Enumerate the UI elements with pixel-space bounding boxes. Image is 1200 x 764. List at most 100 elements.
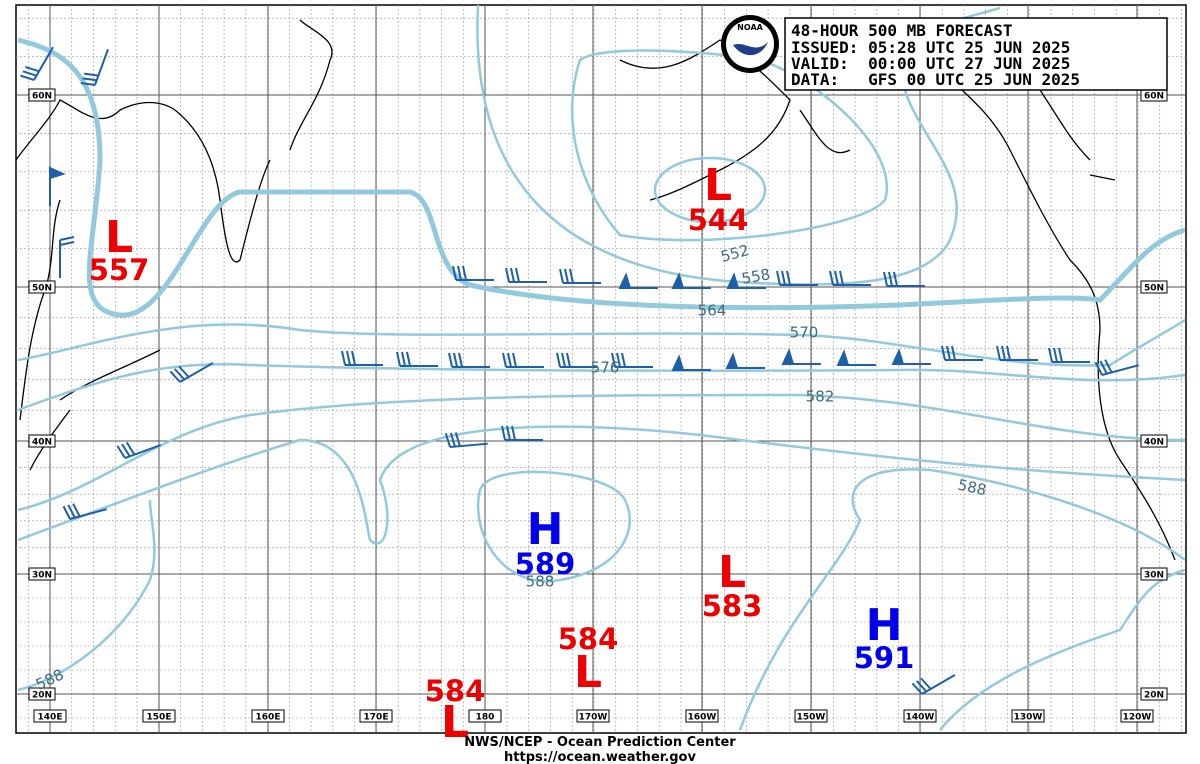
barb-flag (49, 166, 66, 180)
barb-feather (946, 345, 951, 361)
geo-label: 160W (688, 713, 717, 723)
wind-barb (20, 46, 54, 81)
barb-feather (1099, 360, 1108, 375)
wind-barb (556, 352, 598, 368)
labels: 60N 60N 50N 50N 40N 40N 30N 30N 20N 20N 140E 150E 16… (28, 88, 1168, 748)
barb-feather (453, 352, 458, 368)
wind-barb (781, 348, 821, 365)
contour-label: 576 (591, 359, 620, 377)
center-symbol: L (441, 697, 469, 748)
coastlines (15, 19, 1176, 561)
contour (653, 156, 767, 224)
center-value: 544 (688, 203, 749, 237)
barb-feather (449, 432, 456, 447)
barb-feather (951, 345, 956, 361)
geo-label: 160E (256, 713, 281, 723)
center-value: 584 (558, 622, 619, 656)
header-line: ISSUED: 05:28 UTC 25 JUN 2025 (791, 38, 1070, 57)
barb-staff (94, 48, 109, 86)
barb-feather (776, 270, 781, 286)
barb-feather (911, 682, 923, 695)
geo-label-box (33, 709, 67, 723)
wind-barb (505, 267, 547, 283)
contour-label: 570 (790, 324, 819, 342)
barb-feather (25, 65, 40, 73)
contour-label: 588 (526, 573, 555, 591)
geo-label-box (1140, 280, 1168, 294)
contour (476, 470, 631, 583)
wind-barb (59, 236, 75, 278)
barb-feather (125, 441, 136, 456)
barb-feather (781, 270, 786, 286)
barb-flag (891, 348, 905, 365)
coastline (929, 59, 1176, 561)
wind-barb (341, 350, 383, 366)
barb-feather (67, 504, 76, 519)
contour (939, 568, 1186, 731)
barb-flag (725, 352, 739, 369)
wind-barb (618, 272, 658, 289)
barb-feather (454, 432, 461, 447)
barb-feather (116, 445, 126, 459)
footer-line: https://ocean.weather.gov (504, 750, 696, 764)
center-symbol: H (866, 600, 903, 651)
barb-feather (82, 77, 97, 82)
center-value: 589 (515, 547, 576, 581)
contour-label: 588 (956, 476, 988, 500)
coastline (619, 39, 851, 201)
wind-barb (444, 432, 488, 448)
contour (17, 363, 1186, 412)
geo-label-box (685, 709, 719, 723)
geo-label-box (576, 709, 610, 723)
barb-feather (512, 352, 517, 368)
geo-label: 60N (32, 92, 52, 102)
barb-feather (941, 345, 946, 361)
barb-feather (59, 241, 75, 246)
geo-label: 20N (32, 691, 52, 701)
geo-label: 60N (1144, 92, 1164, 102)
geo-label-box (28, 88, 56, 102)
barb-flag (836, 349, 850, 366)
wind-barb (559, 268, 601, 284)
barb-feather (501, 425, 506, 441)
coastline (289, 19, 333, 151)
barb-feather (839, 270, 844, 286)
header-box: NOAA 48-HOUR 500 MB FORECAST ISSUED: 05:… (721, 15, 1168, 91)
geo-label: 140E (38, 713, 63, 723)
barb-feather (920, 677, 932, 690)
geo-label-box (359, 709, 393, 723)
geo-label-box (903, 709, 937, 723)
geo-label: 180 (476, 713, 495, 723)
wind-barb (776, 270, 818, 286)
barb-feather (888, 271, 893, 287)
barb-feather (621, 352, 626, 368)
geo-label: 50N (32, 284, 52, 294)
barb-flag (781, 348, 795, 365)
wind-barb (883, 271, 925, 287)
center-value: 557 (89, 253, 150, 287)
geo-label-box (1120, 709, 1154, 723)
center-symbol: L (105, 212, 133, 263)
logo-bird (733, 42, 768, 56)
barb-feather (569, 268, 574, 284)
barb-feather (829, 270, 834, 286)
contour-label: 582 (806, 388, 835, 406)
barb-feather (22, 70, 37, 77)
barb-flag (671, 272, 685, 289)
barb-feather (561, 352, 566, 368)
barb-feather (448, 352, 453, 368)
barb-feather (462, 265, 467, 281)
barb-feather (506, 425, 511, 441)
barb-feather (502, 352, 507, 368)
center-value: 591 (854, 641, 915, 675)
barb-feather (616, 352, 621, 368)
barb-feather (452, 265, 457, 281)
geo-label: 150W (797, 713, 826, 723)
geo-label: 50N (1144, 284, 1164, 294)
coastline (15, 99, 271, 263)
barb-flag (618, 272, 632, 289)
contour-label: 564 (698, 302, 727, 320)
wind-barb (996, 345, 1038, 361)
wind-barbs (20, 46, 1139, 695)
